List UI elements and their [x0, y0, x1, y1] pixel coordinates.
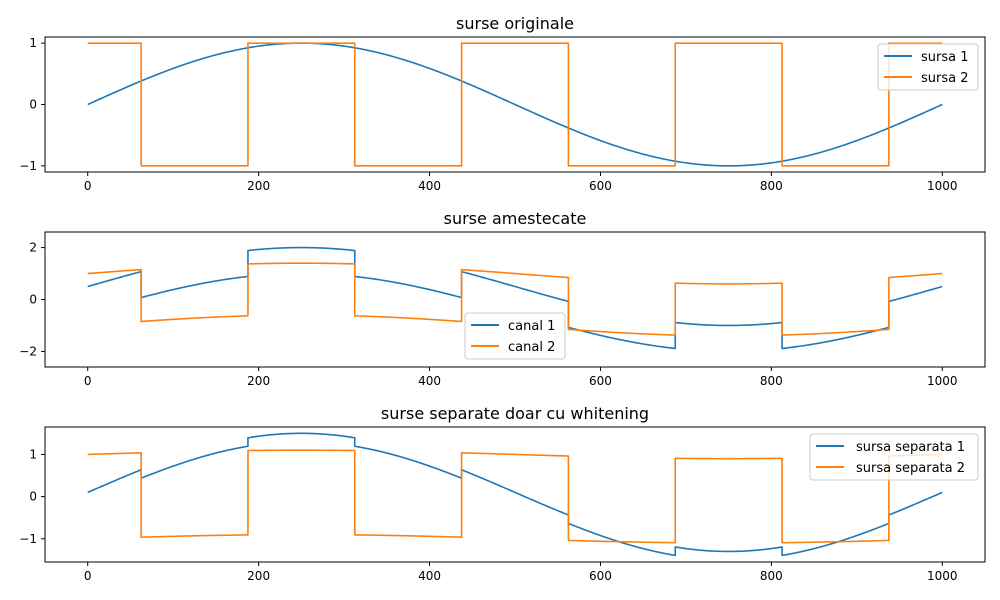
x-tick-label: 400 [418, 179, 441, 193]
series-line-2 [87, 262, 943, 336]
plot-area: 0 200 400 600 800 1000 −2 0 2 [19, 231, 986, 388]
legend-label-sursa-1: sursa 1 [921, 50, 969, 65]
x-tick-label: 200 [247, 179, 270, 193]
y-tick-label: 0 [29, 293, 37, 307]
y-tick-label: 1 [29, 447, 37, 461]
x-tick-label: 0 [84, 374, 92, 388]
x-tick-label: 800 [760, 569, 783, 583]
subplot-surse-separate: surse separate doar cu whitening 0 200 400… [19, 404, 986, 583]
plot-area: 0 200 400 600 800 1000 −1 0 1 [19, 36, 986, 193]
series-line-1 [87, 42, 943, 167]
y-tick-label: −1 [19, 532, 37, 546]
x-tick-label: 1000 [927, 179, 958, 193]
x-tick-label: 0 [84, 569, 92, 583]
x-tick-label: 800 [760, 374, 783, 388]
legend: sursa 1 sursa 2 [877, 43, 979, 91]
y-tick-label: −1 [19, 159, 37, 173]
legend-label-canal-1: canal 1 [508, 319, 555, 334]
x-tick-label: 600 [589, 569, 612, 583]
subplot-surse-originale: surse originale 0 200 400 600 800 1000 −1 0 1 su… [19, 14, 986, 193]
legend: canal 1 canal 2 [464, 312, 566, 360]
x-tick-label: 800 [760, 179, 783, 193]
x-tick-label: 0 [84, 179, 92, 193]
chart-title: surse amestecate [444, 209, 587, 228]
y-tick-label: 1 [29, 36, 37, 50]
series-line-2 [87, 42, 943, 167]
x-tick-label: 400 [418, 569, 441, 583]
x-tick-label: 200 [247, 374, 270, 388]
x-tick-label: 200 [247, 569, 270, 583]
x-tick-label: 1000 [927, 374, 958, 388]
legend-label-sursa-2: sursa 2 [921, 71, 969, 86]
axes-frame [44, 426, 986, 563]
y-tick-label: 0 [29, 98, 37, 112]
plot-area: 0 200 400 600 800 1000 −1 0 1 [19, 426, 986, 583]
x-tick-label: 400 [418, 374, 441, 388]
legend: sursa separata 1 sursa separata 2 [809, 433, 979, 481]
y-tick-label: 0 [29, 490, 37, 504]
x-tick-label: 1000 [927, 569, 958, 583]
chart-title: surse separate doar cu whitening [381, 404, 649, 423]
legend-label-sursa-separata-1: sursa separata 1 [856, 440, 965, 455]
y-tick-label: −2 [19, 344, 37, 358]
chart-title: surse originale [456, 14, 574, 33]
series-line-1 [87, 432, 943, 557]
subplot-surse-amestecate: surse amestecate 0 200 400 600 800 1000 −2 0 2 c… [19, 209, 986, 388]
x-tick-label: 600 [589, 374, 612, 388]
legend-label-canal-2: canal 2 [508, 340, 555, 355]
series-line-2 [87, 449, 943, 544]
legend-label-sursa-separata-2: sursa separata 2 [856, 461, 965, 476]
legend-frame [809, 433, 979, 481]
y-tick-label: 2 [29, 241, 37, 255]
series-line-1 [87, 246, 943, 350]
x-tick-label: 600 [589, 179, 612, 193]
